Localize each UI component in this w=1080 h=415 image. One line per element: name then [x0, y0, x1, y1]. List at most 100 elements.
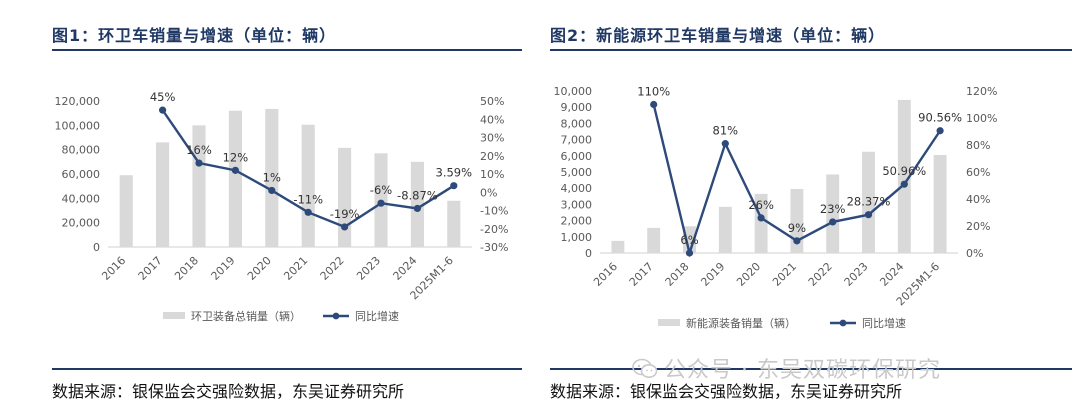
x-tick-label: 2019	[698, 260, 727, 289]
bar	[119, 175, 133, 247]
y-right-tick-label: 20%	[480, 150, 504, 163]
data-label: 45%	[150, 90, 176, 104]
watermark: 公众号 · 东吴双碳环保研究	[632, 352, 941, 384]
y-right-tick-label: -10%	[480, 205, 508, 218]
growth-point	[377, 199, 385, 207]
growth-point	[650, 100, 658, 109]
data-label: 23%	[820, 202, 846, 216]
data-label: 81%	[713, 124, 739, 138]
figure-1-chart: 0 20,000 40,000 60,000 80,000 100,000 120,000 -…	[55, 90, 509, 323]
y-left-tick-label: 100,000	[55, 119, 101, 132]
y-left-tick-label: 60,000	[62, 168, 101, 181]
figure-2-bottom-rule	[550, 368, 1072, 370]
growth-point	[268, 186, 276, 195]
bar	[647, 227, 661, 253]
growth-point	[793, 237, 801, 245]
growth-point	[231, 166, 239, 174]
y-right-tick-label: 40%	[966, 193, 990, 206]
bar	[338, 147, 352, 247]
figure-1-panel: 图1：环卫车销量与增速（单位：辆） 0 20,000 40,000 60,000 80,…	[0, 0, 530, 415]
growth-point	[936, 127, 944, 135]
figure-1-title: 图1：环卫车销量与增速（单位：辆）	[52, 26, 337, 45]
bar	[862, 151, 875, 253]
data-label: -19%	[330, 207, 360, 221]
data-label: 26%	[748, 198, 774, 212]
figure-2-top-rule	[550, 49, 1072, 51]
data-label: 28.37%	[847, 195, 891, 209]
y-left-tick-label: 2,000	[561, 215, 593, 228]
bar	[790, 189, 804, 253]
y-right-tick-label: 40%	[480, 113, 504, 126]
data-label: -6%	[370, 183, 392, 197]
y-right-tick-label: 80%	[966, 139, 990, 152]
x-tick-label: 2018	[663, 260, 692, 289]
legend-line-label: 同比增速	[355, 309, 399, 323]
y-left-tick-label: 5,000	[561, 166, 593, 179]
x-tick-label: 2021	[281, 254, 310, 283]
y-left-tick-label: 4,000	[561, 182, 593, 195]
bar	[228, 110, 242, 247]
y-right-tick-label: 50%	[480, 95, 504, 108]
bar	[192, 125, 206, 247]
x-tick-label: 2022	[318, 254, 347, 283]
y-right-tick-label: 120%	[966, 85, 997, 98]
y-left-tick-label: 0	[93, 241, 100, 254]
bar	[933, 154, 947, 253]
x-tick-label: 2021	[770, 260, 799, 289]
x-tick-label: 2017	[627, 260, 656, 289]
legend-bar-swatch	[163, 312, 185, 319]
data-label: -11%	[293, 192, 323, 206]
data-label: 3.59%	[436, 166, 473, 180]
bar	[447, 200, 461, 247]
bar	[156, 142, 170, 247]
y-right-tick-label: -30%	[480, 241, 508, 254]
y-left-tick-label: 20,000	[62, 217, 101, 230]
y-left-tick-label: 120,000	[55, 95, 101, 108]
growth-point	[450, 182, 458, 190]
growth-point	[341, 223, 349, 231]
y-right-tick-label: 10%	[480, 168, 504, 181]
x-tick-label: 2024	[877, 260, 906, 289]
legend-bar-swatch	[658, 319, 680, 326]
growth-point	[829, 218, 837, 226]
y-left-tick-label: 7,000	[561, 134, 593, 147]
y-left-tick-label: 1,000	[561, 231, 593, 244]
figure-1-source: 数据来源：银保监会交强险数据，东吴证券研究所	[52, 382, 405, 401]
data-label: 50.96%	[882, 164, 926, 178]
y-right-tick-label: 60%	[966, 166, 990, 179]
y-left-tick-label: 10,000	[554, 85, 593, 98]
y-left-tick-label: 3,000	[561, 198, 593, 211]
x-tick-label: 2023	[842, 260, 871, 289]
y-left-tick-label: 40,000	[62, 192, 101, 205]
x-tick-label: 2020	[245, 254, 274, 283]
x-tick-label: 2022	[806, 260, 835, 289]
bar	[410, 161, 424, 247]
wechat-icon	[632, 358, 658, 378]
x-tick-label: 2024	[391, 254, 420, 283]
y-right-tick-label: 0%	[480, 186, 497, 199]
y-left-tick-label: 80,000	[62, 144, 101, 157]
growth-point	[195, 159, 203, 167]
data-label: 16%	[186, 143, 212, 157]
figure-2-source: 数据来源：银保监会交强险数据，东吴证券研究所	[550, 382, 903, 401]
data-label: 110%	[637, 85, 670, 99]
bar	[718, 206, 732, 253]
bar	[826, 174, 840, 253]
y-left-tick-label: 6,000	[561, 150, 593, 163]
growth-point	[900, 180, 908, 188]
data-label: 9%	[788, 221, 806, 235]
data-label: 1%	[263, 170, 281, 184]
data-label: 90.56%	[918, 111, 962, 125]
bar	[301, 124, 315, 247]
data-label: 6%	[680, 233, 698, 247]
growth-point	[864, 211, 873, 219]
figure-1-bottom-rule	[52, 368, 522, 370]
bar	[897, 99, 911, 253]
data-label: -8.87%	[397, 188, 438, 202]
legend-line-label: 同比增速	[862, 316, 906, 330]
data-label: 12%	[223, 150, 249, 164]
figure-1-top-rule	[52, 49, 522, 51]
y-right-tick-label: -20%	[480, 223, 508, 236]
legend-line-marker	[332, 312, 340, 320]
growth-point	[685, 249, 694, 257]
